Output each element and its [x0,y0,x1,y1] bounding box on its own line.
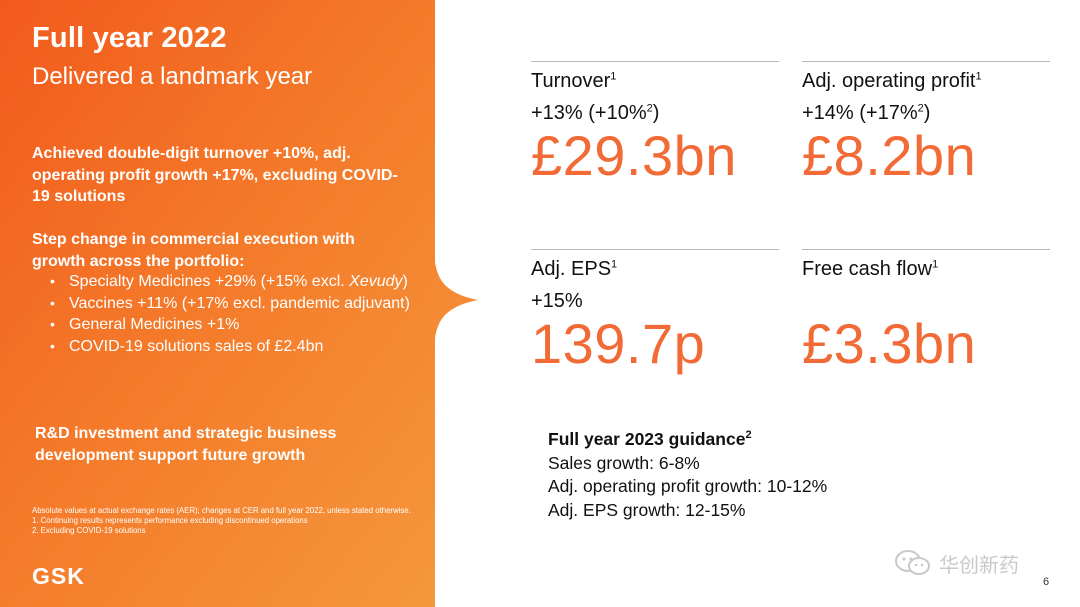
guidance-block: Full year 2023 guidance2 Sales growth: 6… [548,428,827,522]
divider [531,249,779,250]
footnotes: Absolute values at actual exchange rates… [32,506,411,535]
divider [531,61,779,62]
metric-label: Adj. EPS1 [531,258,618,280]
metric-label: Turnover1 [531,70,617,92]
metric-label: Free cash flow1 [802,258,939,280]
metric-change: +15% [531,290,583,312]
guidance-sales: Sales growth: 6-8% [548,452,700,473]
metric-value: £8.2bn [802,124,977,187]
guidance-title: Full year 2023 guidance2 [548,429,752,449]
metric-change: +14% (+17%2) [802,102,931,124]
metric-value: £29.3bn [531,124,737,187]
watermark: 华创新药 [893,548,1019,578]
divider [802,249,1050,250]
guidance-op-profit: Adj. operating profit growth: 10-12% [548,476,828,496]
metric-label: Adj. operating profit1 [802,70,982,92]
metric-free-cash-flow: Free cash flow1 £3.3bn [802,249,1050,374]
metric-change: +13% (+10%2) [531,102,660,124]
list-item: COVID-19 solutions sales of £2.4bn [50,336,410,358]
paragraph-turnover-growth: Achieved double-digit turnover +10%, adj… [32,145,398,205]
wechat-icon [895,550,930,575]
metric-value: 139.7p [531,312,706,375]
metric-adj-operating-profit: Adj. operating profit1 +14% (+17%2) £8.2… [802,61,1050,186]
page-number: 6 [1043,576,1050,588]
divider [802,61,1050,62]
guidance-eps: Adj. EPS growth: 12-15% [548,499,746,520]
summary-panel: Full year 2022 Delivered a landmark year… [0,0,480,607]
list-item: Specialty Medicines +29% (+15% excl. Xev… [50,271,410,293]
paragraph-rnd-investment: R&D investment and strategic business de… [35,425,337,464]
metric-value: £3.3bn [802,312,977,375]
metric-adj-eps: Adj. EPS1 +15% 139.7p [531,249,779,374]
list-item: Vaccines +11% (+17% excl. pandemic adjuv… [50,293,410,315]
list-item: General Medicines +1% [50,314,410,336]
metric-turnover: Turnover1 +13% (+10%2) £29.3bn [531,61,779,186]
slide-subtitle: Delivered a landmark year [32,63,313,90]
slide-title: Full year 2022 [32,22,227,54]
gsk-logo: GSK [32,563,85,589]
portfolio-bullet-list: Specialty Medicines +29% (+15% excl. Xev… [50,271,410,357]
paragraph-commercial-execution: Step change in commercial execution with… [32,231,355,270]
